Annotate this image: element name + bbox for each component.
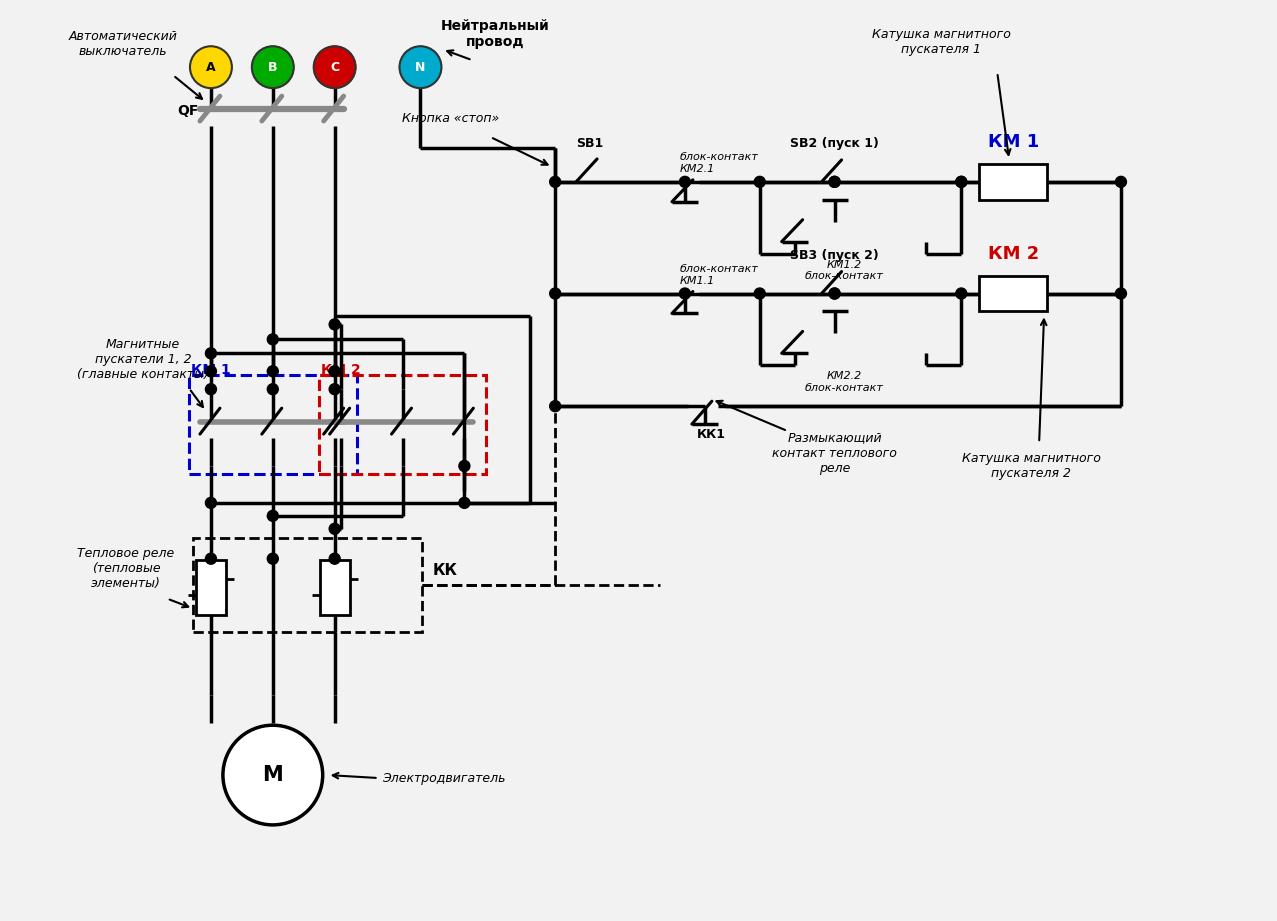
Circle shape [955,288,967,299]
Text: SB2 (пуск 1): SB2 (пуск 1) [790,137,879,150]
Circle shape [206,497,216,508]
Text: блок-контакт
КМ1.1: блок-контакт КМ1.1 [679,264,759,286]
Text: Тепловое реле
(тепловые
элементы): Тепловое реле (тепловые элементы) [78,547,175,590]
Circle shape [190,46,232,88]
Circle shape [252,46,294,88]
Circle shape [755,288,765,299]
Text: Магнитные
пускатели 1, 2
(главные контакты): Магнитные пускатели 1, 2 (главные контак… [77,338,209,380]
Text: A: A [206,61,216,74]
Circle shape [314,46,355,88]
Bar [195,560,226,614]
Text: Размыкающий
контакт теплового
реле: Размыкающий контакт теплового реле [773,432,896,474]
Text: Катушка магнитного
пускателя 2: Катушка магнитного пускателя 2 [962,452,1101,480]
Text: КК1: КК1 [697,428,725,441]
Circle shape [829,288,840,299]
Bar [319,560,350,614]
Circle shape [829,176,840,187]
Text: КМ 2: КМ 2 [987,245,1038,262]
Circle shape [267,510,278,521]
Circle shape [1116,288,1126,299]
Circle shape [458,497,470,508]
Circle shape [755,176,765,187]
Circle shape [267,554,278,565]
Text: КМ 1: КМ 1 [192,363,231,378]
Text: КК: КК [433,563,457,578]
Circle shape [679,288,691,299]
Circle shape [206,384,216,395]
Text: Нейтральный
провод: Нейтральный провод [441,19,549,50]
Circle shape [955,176,967,187]
Text: Катушка магнитного
пускателя 1: Катушка магнитного пускателя 1 [872,29,1011,56]
Text: КМ2.2
блок-контакт: КМ2.2 блок-контакт [805,371,884,393]
Circle shape [267,334,278,344]
Circle shape [549,288,561,299]
Circle shape [679,176,691,187]
Text: Автоматический
выключатель: Автоматический выключатель [69,30,178,58]
Circle shape [955,176,967,187]
Bar [979,275,1047,311]
Circle shape [329,554,340,565]
Circle shape [206,348,216,359]
Text: КМ1.2
блок-контакт: КМ1.2 блок-контакт [805,260,884,281]
Text: QF: QF [178,104,199,118]
Text: Кнопка «стоп»: Кнопка «стоп» [402,111,499,124]
Circle shape [400,46,442,88]
Text: N: N [415,61,425,74]
Circle shape [549,176,561,187]
Text: КМ 2: КМ 2 [321,363,360,378]
Circle shape [329,523,340,534]
Text: блок-контакт
КМ2.1: блок-контакт КМ2.1 [679,152,759,174]
Circle shape [549,401,561,412]
Circle shape [223,725,323,825]
Circle shape [267,384,278,395]
Circle shape [1116,176,1126,187]
Circle shape [829,176,840,187]
Text: Электродвигатель: Электродвигатель [383,772,506,785]
Circle shape [458,460,470,472]
Circle shape [329,384,340,395]
Circle shape [329,366,340,377]
Circle shape [206,554,216,565]
Text: SB3 (пуск 2): SB3 (пуск 2) [790,249,879,262]
Bar [979,164,1047,200]
Text: B: B [268,61,277,74]
Circle shape [329,319,340,330]
Text: C: C [329,61,340,74]
Circle shape [829,288,840,299]
Text: SB1: SB1 [576,137,604,150]
Circle shape [267,366,278,377]
Text: М: М [262,765,283,785]
Circle shape [206,366,216,377]
Text: КМ 1: КМ 1 [987,133,1038,151]
